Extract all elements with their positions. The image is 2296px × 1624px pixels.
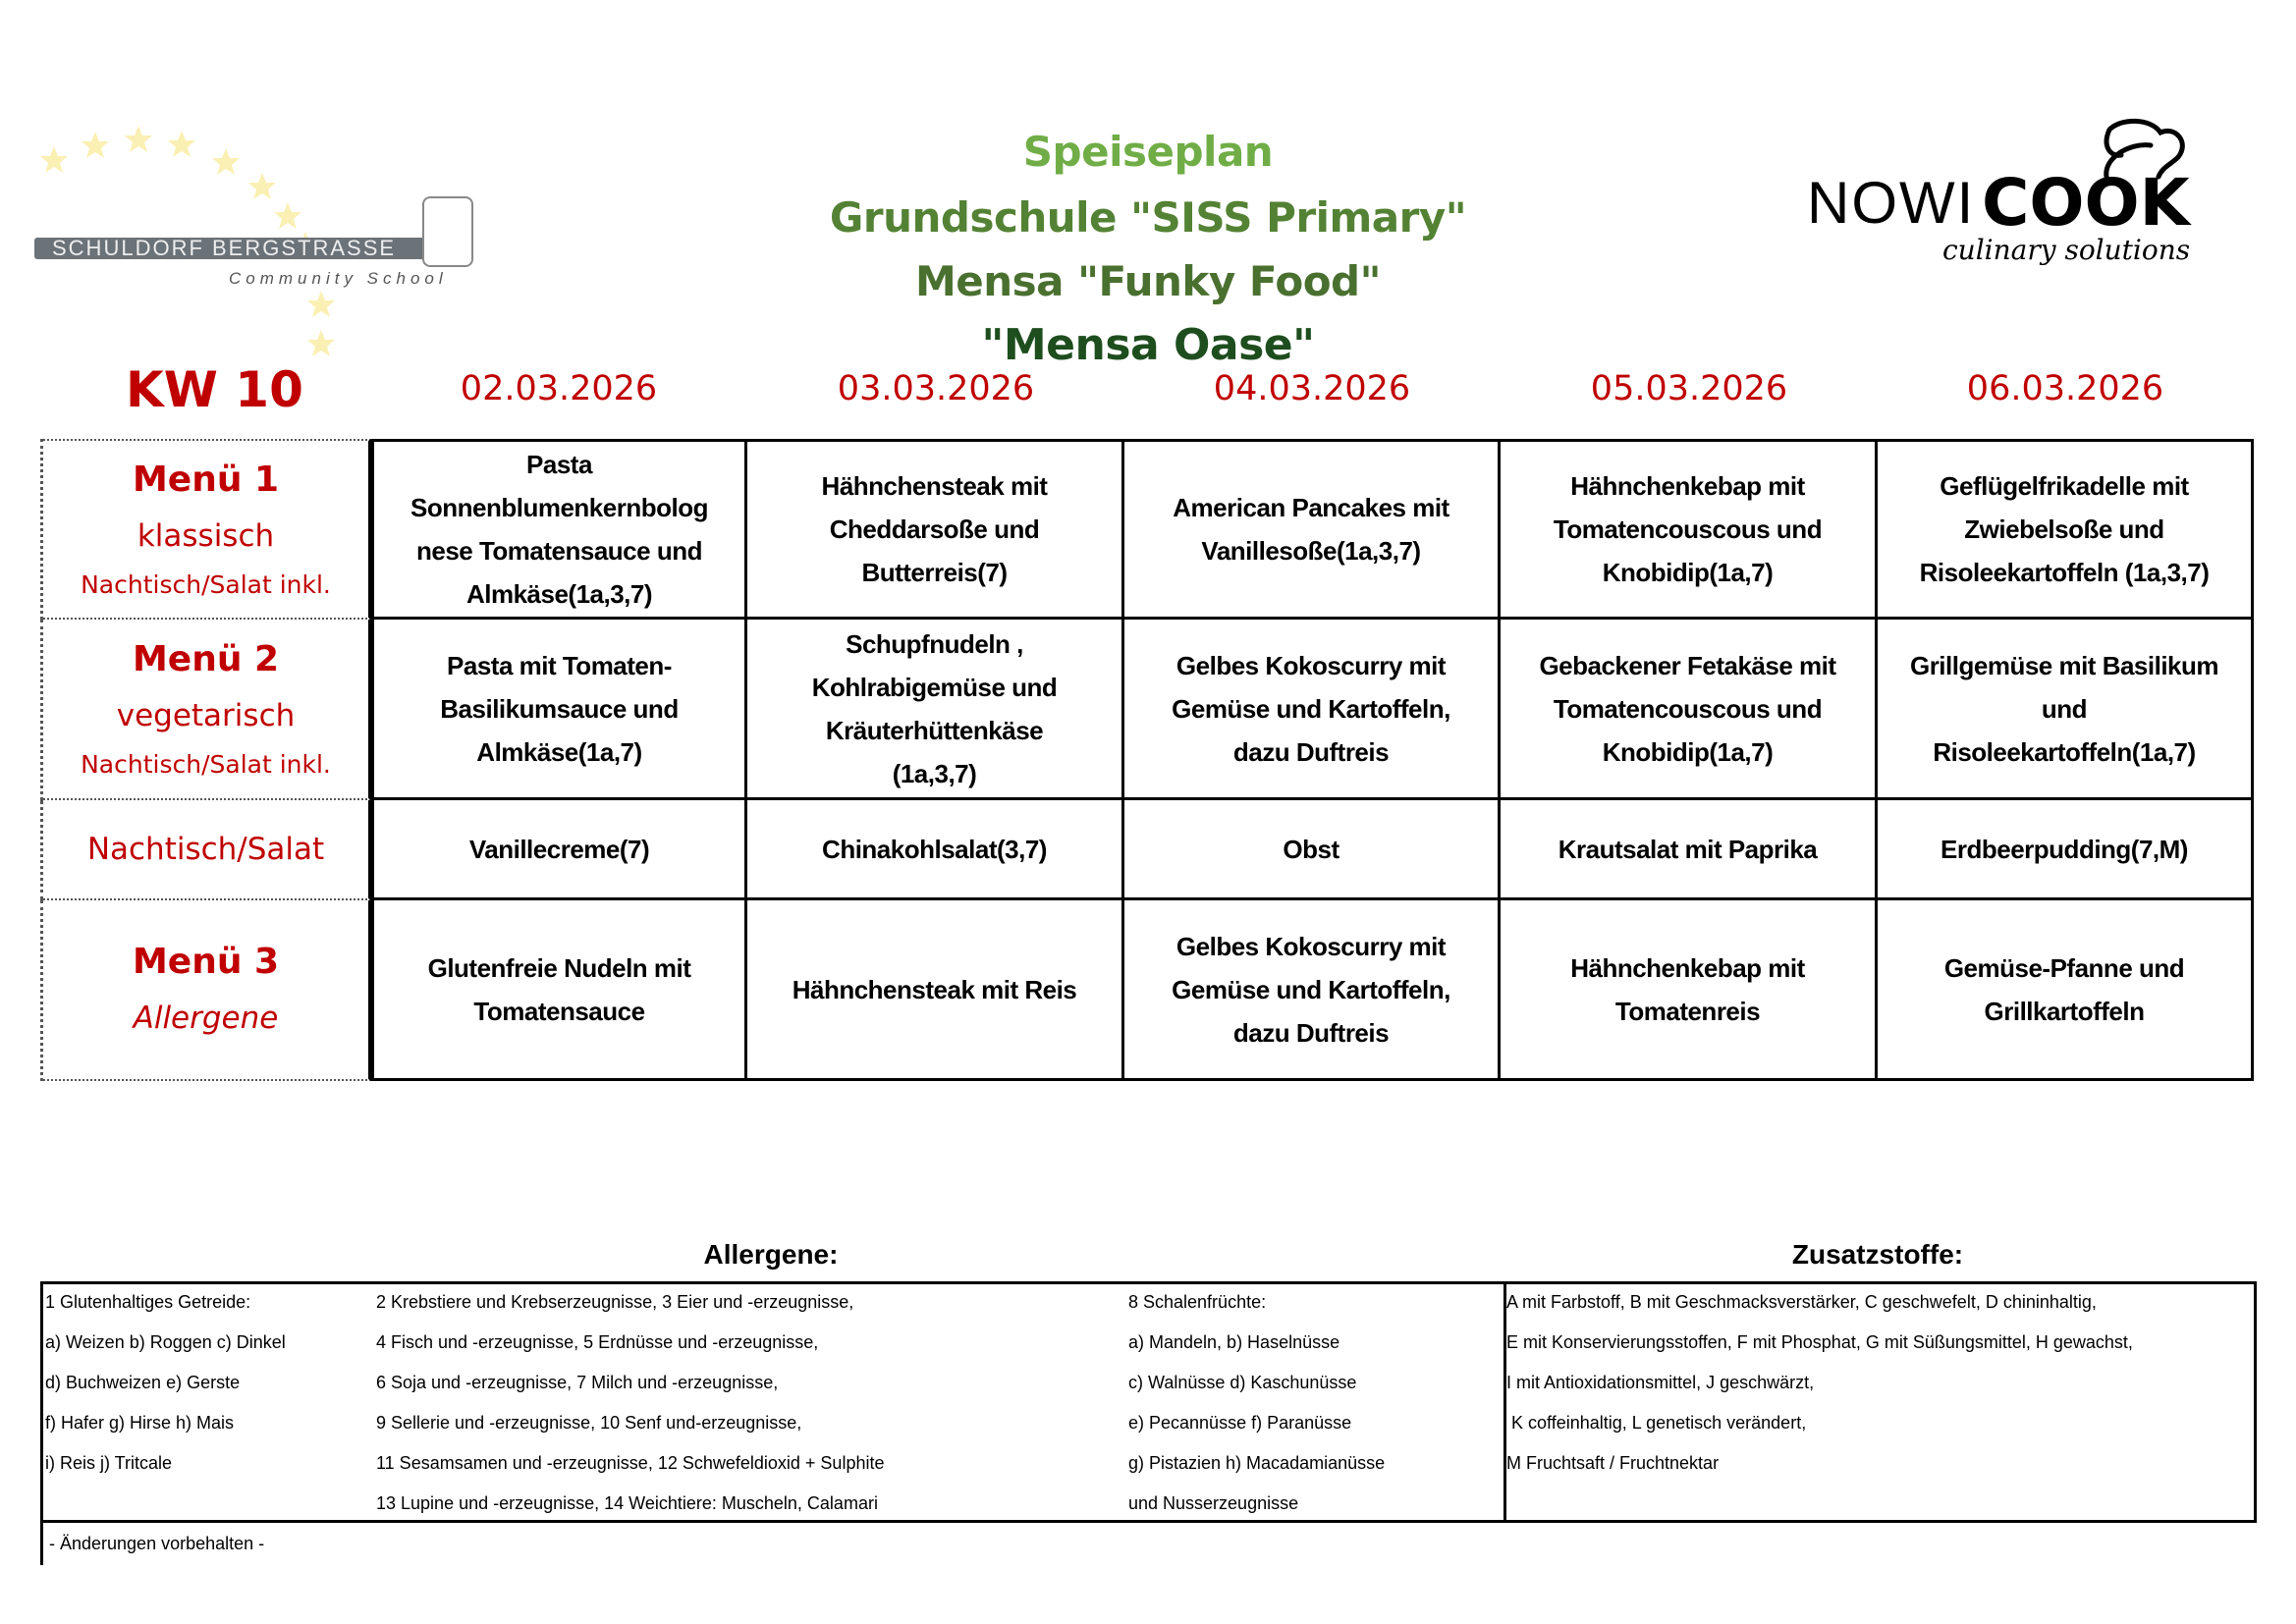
menu-cell: Obst — [1124, 800, 1501, 900]
title-school: Grundschule "SISS Primary" — [829, 193, 1467, 242]
menu-cell: Schupfnudeln , Kohlrabigemüse und Kräute… — [747, 620, 1124, 800]
menu-note: Nachtisch/Salat inkl. — [81, 750, 331, 779]
legend-line: a) Mandeln, b) Haselnüsse — [1128, 1332, 1340, 1352]
caterer-logo: NOWI COOK culinary solutions — [1797, 118, 2239, 275]
menu-cell: Hähnchensteak mit Reis — [747, 900, 1124, 1081]
week-number: KW 10 — [126, 361, 303, 418]
legend-line: 6 Soja und -erzeugnisse, 7 Milch und -er… — [376, 1373, 779, 1392]
legend-line: 4 Fisch und -erzeugnisse, 5 Erdnüsse und… — [376, 1332, 819, 1352]
date-mon: 02.03.2026 — [460, 369, 658, 408]
school-logo-name: SCHULDORF BERGSTRASSE — [52, 236, 397, 260]
date-tue: 03.03.2026 — [837, 369, 1035, 408]
legend-line: M Fruchtsaft / Fruchtnektar — [1506, 1453, 1720, 1473]
menu-cell: Erdbeerpudding(7,M) — [1878, 800, 2254, 900]
date-thu: 05.03.2026 — [1590, 369, 1788, 408]
menu-cell: American Pancakes mit Vanillesoße(1a,3,7… — [1124, 439, 1501, 620]
menu-cell: Hähnchensteak mit Cheddarsoße und Butter… — [747, 439, 1124, 620]
menu-label: Menü 2 — [132, 639, 280, 679]
menu-cell: Vanillecreme(7) — [371, 800, 747, 900]
menu-table: Menü 1 klassisch Nachtisch/Salat inkl. P… — [40, 439, 2254, 1081]
additives-heading: Zusatzstoffe: — [1791, 1239, 1964, 1270]
menu-cell: Geflügelfrikadelle mit Zwiebelsoße und R… — [1878, 439, 2254, 620]
legend-line: 1 Glutenhaltiges Getreide: — [45, 1292, 251, 1312]
legend-line: 9 Sellerie und -erzeugnisse, 10 Senf und… — [376, 1413, 802, 1433]
menu-cell: Hähnchenkebap mit Tomatencouscous und Kn… — [1501, 439, 1878, 620]
footnote: - Änderungen vorbehalten - — [49, 1534, 265, 1553]
caterer-logo-tagline: culinary solutions — [1942, 234, 2191, 266]
legend-divider — [1503, 1284, 1506, 1520]
menu-label: Menü 3 — [132, 942, 280, 982]
menu-cell: Pasta mit Tomaten- Basilikumsauce und Al… — [371, 620, 747, 800]
legend-line: g) Pistazien h) Macadamianüsse — [1128, 1453, 1386, 1473]
row-label-dessert: Nachtisch/Salat — [40, 800, 371, 900]
date-fri: 06.03.2026 — [1966, 369, 2164, 408]
row-label-menu1: Menü 1 klassisch Nachtisch/Salat inkl. — [40, 439, 371, 620]
legend-line: E mit Konservierungsstoffen, F mit Phosp… — [1506, 1332, 2133, 1352]
row-label-menu2: Menü 2 vegetarisch Nachtisch/Salat inkl. — [40, 620, 371, 800]
menu-cell: Hähnchenkebap mit Tomatenreis — [1501, 900, 1878, 1081]
menu-note: Nachtisch/Salat inkl. — [81, 570, 331, 599]
menu-sub: Allergene — [133, 1001, 279, 1036]
menu-sub: vegetarisch — [116, 698, 296, 733]
menu-cell: Glutenfreie Nudeln mit Tomatensauce — [371, 900, 747, 1081]
menu-label: Menü 1 — [132, 460, 280, 500]
title-speiseplan: Speiseplan — [1022, 128, 1274, 176]
menu-cell: Chinakohlsalat(3,7) — [747, 800, 1124, 900]
legend-line: und Nusserzeugnisse — [1128, 1493, 1299, 1513]
menu-cell: Gebackener Fetakäse mit Tomatencouscous … — [1501, 620, 1878, 800]
legend-line: e) Pecannüsse f) Paranüsse — [1128, 1413, 1352, 1433]
school-logo: SCHULDORF BERGSTRASSE Community School — [34, 118, 506, 363]
legend-line: I mit Antioxidationsmittel, J geschwärzt… — [1506, 1373, 1815, 1392]
date-wed: 04.03.2026 — [1213, 369, 1411, 408]
caterer-logo-nowi: NOWI — [1807, 170, 1976, 236]
legend-line: i) Reis j) Tritcale — [45, 1453, 173, 1473]
legend-line: A mit Farbstoff, B mit Geschmacksverstär… — [1506, 1292, 2097, 1312]
legend-line: 13 Lupine und -erzeugnisse, 14 Weichtier… — [376, 1493, 878, 1513]
footer-border — [40, 1520, 43, 1565]
title-oase: "Mensa Oase" — [981, 320, 1315, 370]
legend-line: d) Buchweizen e) Gerste — [45, 1373, 241, 1392]
row-label-menu3: Menü 3 Allergene — [40, 900, 371, 1081]
legend-line: a) Weizen b) Roggen c) Dinkel — [45, 1332, 286, 1352]
chef-hat-icon — [2104, 118, 2185, 180]
menu-cell: Krautsalat mit Paprika — [1501, 800, 1878, 900]
legend-line: f) Hafer g) Hirse h) Mais — [45, 1413, 235, 1433]
school-logo-tagline: Community School — [229, 269, 448, 288]
menu-cell: Gelbes Kokoscurry mit Gemüse und Kartoff… — [1124, 900, 1501, 1081]
menu-sub: klassisch — [137, 518, 275, 554]
legend-line: 2 Krebstiere und Krebserzeugnisse, 3 Eie… — [376, 1292, 854, 1312]
menu-cell: Gelbes Kokoscurry mit Gemüse und Kartoff… — [1124, 620, 1501, 800]
menu-cell: Gemüse-Pfanne und Grillkartoffeln — [1878, 900, 2254, 1081]
menu-cell: Grillgemüse mit Basilikum und Risoleekar… — [1878, 620, 2254, 800]
legend-line: 11 Sesamsamen und -erzeugnisse, 12 Schwe… — [376, 1453, 885, 1473]
legend-box: 1 Glutenhaltiges Getreide: a) Weizen b) R… — [40, 1281, 2257, 1523]
menu-cell: Pasta Sonnenblumenkernbolog nese Tomaten… — [371, 439, 747, 620]
allergens-heading: Allergene: — [703, 1239, 839, 1270]
legend-line: 8 Schalenfrüchte: — [1128, 1292, 1267, 1312]
caterer-logo-cook: COOK — [1982, 165, 2190, 241]
title-mensa: Mensa "Funky Food" — [915, 257, 1382, 305]
legend-line: c) Walnüsse d) Kaschunüsse — [1128, 1373, 1357, 1392]
legend-line: K coffeinhaltig, L genetisch verändert, — [1506, 1413, 1807, 1433]
menu-label: Nachtisch/Salat — [86, 832, 325, 867]
